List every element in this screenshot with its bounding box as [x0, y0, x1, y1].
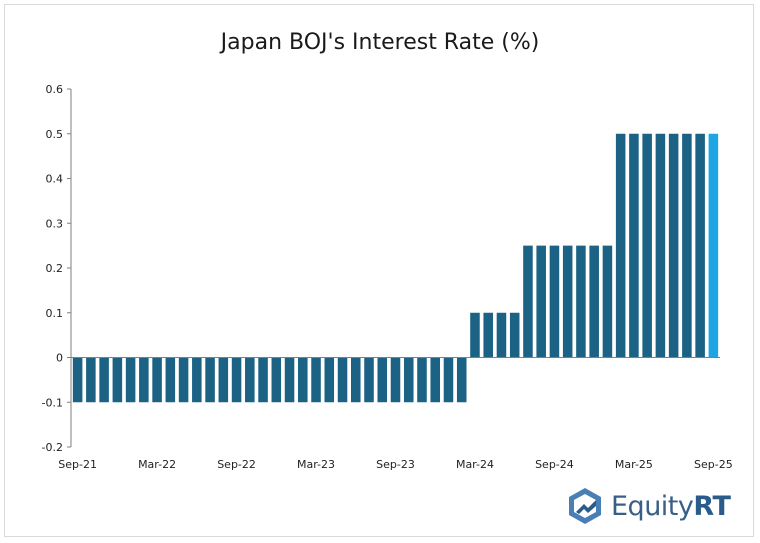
x-tick-label: Sep-23: [376, 458, 415, 471]
equityrt-logo-text: EquityRT: [611, 490, 731, 522]
bar: [231, 357, 242, 403]
bar: [589, 245, 599, 358]
equityrt-logo-icon: [569, 488, 601, 524]
x-tick-label: Sep-24: [535, 458, 574, 471]
bar: [536, 245, 546, 358]
x-tick-label: Mar-23: [297, 458, 335, 471]
bar: [86, 357, 96, 403]
x-tick-label: Mar-22: [138, 458, 176, 471]
y-tick-label: 0.3: [46, 217, 64, 230]
bar: [483, 312, 493, 358]
y-tick-label: 0.2: [46, 262, 64, 275]
bar: [576, 245, 586, 358]
bar: [139, 357, 149, 403]
y-tick-label: 0.4: [46, 173, 64, 186]
equityrt-logo: EquityRT: [565, 486, 731, 526]
bar: [178, 357, 189, 403]
chart-title: Japan BOJ's Interest Rate (%): [220, 30, 540, 55]
x-tick-label: Sep-25: [694, 458, 733, 471]
bar: [112, 357, 123, 403]
bar: [496, 312, 507, 358]
bar: [443, 357, 454, 403]
bar: [271, 357, 282, 403]
bar: [602, 245, 613, 358]
x-tick-label: Sep-22: [217, 458, 256, 471]
bar: [430, 357, 441, 403]
bar: [205, 357, 215, 403]
bar: [562, 245, 573, 358]
bar: [642, 133, 652, 358]
y-tick-label: 0.5: [46, 128, 64, 141]
bar: [695, 133, 705, 358]
bar: [192, 357, 202, 403]
bar: [152, 357, 162, 403]
bar: [655, 133, 666, 358]
bar: [258, 357, 268, 403]
bar: [337, 357, 348, 403]
bar: [284, 357, 295, 403]
bar: [470, 312, 480, 358]
y-tick-label: 0.1: [46, 307, 64, 320]
bar: [350, 357, 361, 403]
y-tick-label: 0.6: [46, 83, 64, 96]
bar: [403, 357, 414, 403]
bar: [390, 357, 401, 403]
bar: [682, 133, 692, 358]
bar: [245, 357, 255, 403]
bar: [364, 357, 374, 403]
bar: [165, 357, 176, 403]
bar: [417, 357, 427, 403]
bar: [523, 245, 533, 358]
bar: [218, 357, 229, 403]
chart-frame: [4, 4, 754, 537]
x-tick-label: Mar-25: [615, 458, 653, 471]
bar: [72, 357, 83, 403]
bar: [708, 133, 719, 358]
bar: [629, 133, 639, 358]
x-tick-label: Mar-24: [456, 458, 494, 471]
y-tick-label: -0.2: [42, 441, 63, 454]
bar: [125, 357, 136, 403]
x-tick-label: Sep-21: [58, 458, 97, 471]
bar: [324, 357, 335, 403]
bar: [615, 133, 626, 358]
y-tick-label: -0.1: [42, 396, 63, 409]
bar: [298, 357, 308, 403]
bar: [377, 357, 388, 403]
bar: [509, 312, 520, 358]
bar: [99, 357, 109, 403]
bar: [668, 133, 679, 358]
bar: [549, 245, 560, 358]
bar: [311, 357, 321, 403]
bar: [456, 357, 467, 403]
y-tick-label: 0: [56, 352, 63, 365]
